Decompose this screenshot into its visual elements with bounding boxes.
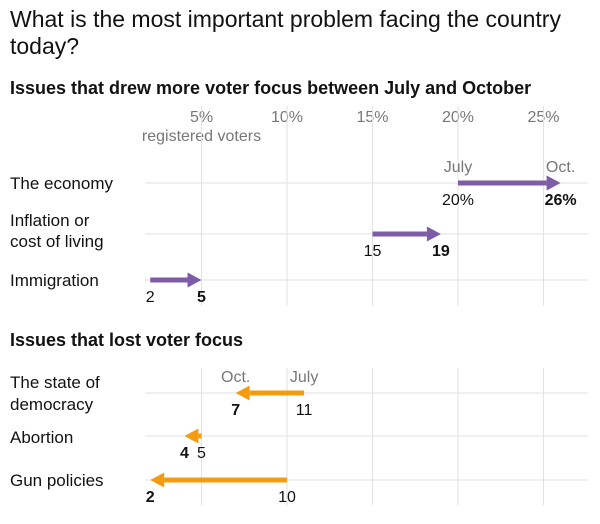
- panel-title-increase: Issues that drew more voter focus betwee…: [10, 78, 532, 98]
- july-value-label: 15: [364, 243, 382, 260]
- july-value-label: 5: [197, 445, 206, 462]
- arrow-head: [235, 385, 250, 401]
- october-value-label: 19: [432, 243, 450, 260]
- arrow-head: [150, 472, 165, 488]
- header-july: July: [290, 369, 318, 386]
- july-value-label: 2: [146, 289, 155, 306]
- row-label: Gun policies: [10, 471, 104, 490]
- july-value-label: 10: [278, 489, 296, 506]
- october-value-label: 4: [180, 445, 189, 462]
- row-label: Abortion: [10, 428, 73, 447]
- october-value-label: 7: [231, 402, 240, 419]
- row-label: The economy: [10, 174, 113, 193]
- arrow-shaft: [150, 277, 188, 283]
- chart-title: What is the most important problem facin…: [10, 6, 561, 59]
- row-label-line-2: cost of living: [10, 232, 104, 251]
- arrow-head: [184, 428, 199, 444]
- row-label: Immigration: [10, 271, 99, 290]
- row-label-line-2: democracy: [10, 395, 94, 414]
- october-value-label: 2: [146, 489, 155, 506]
- arrow-head: [426, 226, 441, 242]
- panel-title-decrease: Issues that lost voter focus: [10, 330, 244, 350]
- october-value-label: 26%: [545, 192, 577, 209]
- october-value-label: 5: [197, 289, 206, 306]
- arrow-head: [187, 272, 202, 288]
- arrow-shaft: [164, 477, 287, 483]
- july-value-label: 20%: [442, 192, 474, 209]
- header-october: Oct.: [546, 159, 575, 176]
- row-label-line-1: The state of: [10, 373, 100, 392]
- header-october: Oct.: [221, 369, 250, 386]
- july-value-label: 11: [296, 402, 313, 419]
- arrow-shaft: [458, 180, 547, 186]
- arrow-shaft: [198, 433, 202, 439]
- header-july: July: [444, 159, 472, 176]
- arrow-head: [546, 175, 561, 191]
- arrow-shaft: [372, 231, 427, 237]
- arrow-shaft: [249, 390, 305, 396]
- row-label-line-1: Inflation or: [10, 211, 90, 230]
